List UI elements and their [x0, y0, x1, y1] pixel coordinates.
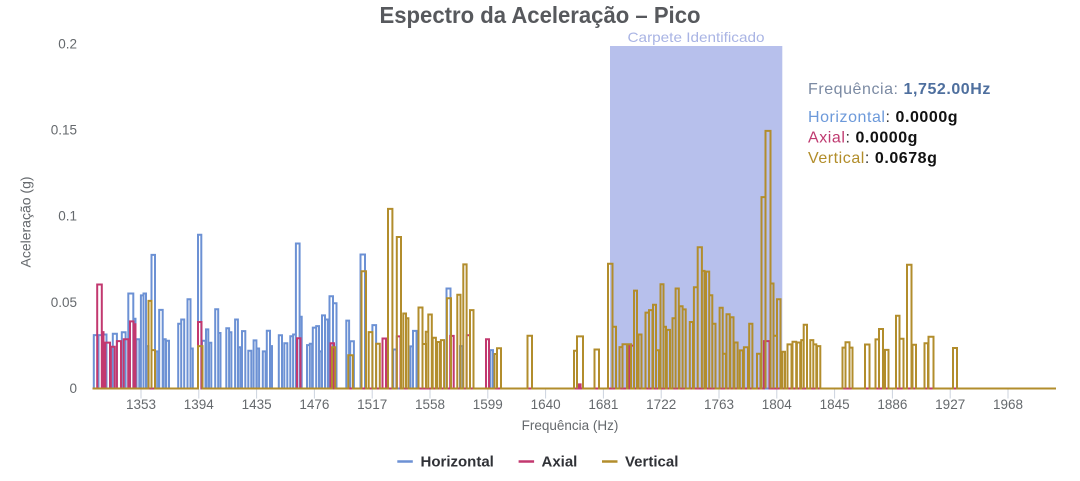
svg-text:1722: 1722: [646, 397, 676, 412]
svg-text:1558: 1558: [415, 397, 445, 412]
svg-text:Horizontal: Horizontal: [421, 454, 494, 471]
svg-text:1763: 1763: [704, 397, 734, 412]
svg-text:1968: 1968: [993, 397, 1023, 412]
svg-text:0.1: 0.1: [58, 209, 77, 224]
svg-text:1517: 1517: [357, 397, 387, 412]
svg-text:Carpete Identificado: Carpete Identificado: [628, 29, 765, 45]
svg-text:1845: 1845: [820, 397, 850, 412]
svg-text:Frequência: 1,752.00Hz: Frequência: 1,752.00Hz: [808, 81, 991, 98]
svg-text:Frequência (Hz): Frequência (Hz): [522, 418, 619, 433]
svg-text:Vertical: 0.0678g: Vertical: 0.0678g: [808, 150, 937, 167]
svg-text:Horizontal: 0.0000g: Horizontal: 0.0000g: [808, 109, 958, 126]
svg-text:1476: 1476: [299, 397, 329, 412]
svg-text:1353: 1353: [126, 397, 156, 412]
svg-text:1804: 1804: [762, 397, 793, 412]
svg-text:0.15: 0.15: [51, 123, 77, 138]
svg-text:0: 0: [69, 381, 77, 396]
svg-text:1681: 1681: [588, 397, 618, 412]
svg-text:0.05: 0.05: [51, 295, 77, 310]
svg-text:Espectro da Aceleração – Pico: Espectro da Aceleração – Pico: [380, 2, 701, 28]
svg-text:1886: 1886: [877, 397, 907, 412]
svg-text:Axial: 0.0000g: Axial: 0.0000g: [808, 130, 918, 147]
svg-text:Aceleração (g): Aceleração (g): [18, 176, 34, 267]
svg-text:1435: 1435: [242, 397, 272, 412]
svg-text:Vertical: Vertical: [625, 454, 678, 471]
svg-text:0.2: 0.2: [58, 37, 77, 52]
svg-text:1927: 1927: [935, 397, 965, 412]
svg-text:1599: 1599: [473, 397, 503, 412]
svg-text:Axial: Axial: [542, 454, 578, 471]
svg-text:1640: 1640: [531, 397, 561, 412]
svg-text:1394: 1394: [184, 397, 215, 412]
